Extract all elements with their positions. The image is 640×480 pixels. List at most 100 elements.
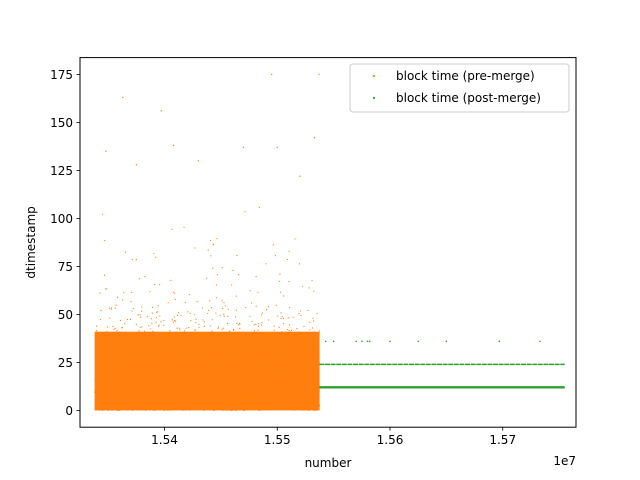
- pre-merge-point: [265, 263, 267, 265]
- pre-merge-point: [145, 401, 147, 403]
- pre-merge-point: [111, 407, 113, 409]
- pre-merge-point: [307, 409, 309, 411]
- pre-merge-point: [239, 333, 241, 336]
- pre-merge-point: [210, 359, 212, 361]
- pre-merge-point: [196, 369, 198, 371]
- pre-merge-point: [262, 380, 264, 382]
- pre-merge-point: [300, 407, 302, 409]
- pre-merge-point: [251, 399, 253, 401]
- pre-merge-point: [170, 347, 172, 349]
- pre-merge-point: [279, 350, 282, 353]
- pre-merge-point: [99, 399, 101, 401]
- pre-merge-point: [147, 351, 149, 353]
- pre-merge-point: [240, 333, 243, 335]
- pre-merge-point: [249, 399, 251, 401]
- pre-merge-point: [270, 405, 273, 407]
- pre-merge-point: [252, 407, 254, 409]
- pre-merge-point: [274, 373, 277, 376]
- pre-merge-point: [305, 383, 307, 385]
- pre-merge-point: [206, 402, 209, 404]
- pre-merge-point: [113, 354, 115, 357]
- pre-merge-point: [312, 382, 314, 384]
- pre-merge-point: [225, 394, 227, 396]
- pre-merge-point: [223, 406, 225, 408]
- pre-merge-point: [184, 301, 186, 303]
- pre-merge-point: [107, 369, 109, 371]
- pre-merge-point: [148, 402, 150, 404]
- pre-merge-point: [316, 400, 318, 402]
- pre-merge-point: [213, 407, 215, 409]
- pre-merge-point: [188, 349, 190, 351]
- pre-merge-point: [164, 388, 166, 390]
- pre-merge-point: [192, 367, 194, 369]
- pre-merge-point: [120, 374, 123, 376]
- pre-merge-point: [149, 403, 151, 405]
- pre-merge-point: [131, 409, 134, 411]
- pre-merge-point: [235, 295, 237, 297]
- pre-merge-point: [219, 315, 221, 317]
- pre-merge-point: [203, 405, 205, 407]
- pre-merge-point: [245, 397, 247, 400]
- pre-merge-point: [191, 385, 193, 387]
- pre-merge-point: [124, 380, 126, 382]
- pre-merge-point: [313, 407, 315, 409]
- pre-merge-point: [164, 379, 167, 381]
- pre-merge-point: [264, 390, 267, 392]
- pre-merge-point: [248, 343, 251, 345]
- pre-merge-point: [151, 349, 153, 351]
- post-merge-point: [361, 340, 363, 343]
- pre-merge-point: [107, 349, 109, 351]
- pre-merge-point: [98, 408, 100, 410]
- pre-merge-point: [224, 351, 226, 353]
- pre-merge-point: [196, 350, 198, 353]
- pre-merge-point: [123, 353, 126, 355]
- pre-merge-point: [100, 345, 102, 347]
- pre-merge-outlier-point: [318, 73, 320, 76]
- pre-merge-point: [102, 383, 104, 386]
- data-points-layer: [94, 73, 565, 411]
- pre-merge-point: [98, 389, 100, 391]
- pre-merge-point: [132, 348, 135, 350]
- pre-merge-point: [195, 322, 197, 324]
- pre-merge-point: [95, 387, 97, 389]
- pre-merge-point: [256, 391, 258, 394]
- pre-merge-point: [262, 397, 264, 399]
- pre-merge-point: [171, 341, 173, 343]
- pre-merge-point: [126, 399, 128, 401]
- pre-merge-point: [126, 385, 128, 387]
- pre-merge-point: [251, 348, 254, 350]
- pre-merge-point: [273, 406, 275, 408]
- pre-merge-point: [281, 331, 283, 333]
- pre-merge-point: [247, 388, 249, 390]
- pre-merge-point: [176, 382, 179, 384]
- pre-merge-point: [238, 345, 240, 347]
- pre-merge-point: [237, 360, 239, 362]
- pre-merge-point: [154, 349, 156, 351]
- pre-merge-point: [140, 384, 142, 386]
- pre-merge-point: [311, 279, 313, 282]
- pre-merge-point: [315, 387, 317, 390]
- pre-merge-point: [134, 400, 136, 403]
- pre-merge-point: [155, 405, 157, 408]
- pre-merge-point: [226, 395, 228, 397]
- pre-merge-point: [265, 390, 268, 393]
- pre-merge-point: [228, 349, 230, 351]
- pre-merge-point: [253, 400, 255, 402]
- pre-merge-point: [97, 363, 99, 366]
- pre-merge-point: [298, 356, 300, 358]
- pre-merge-point: [199, 397, 201, 399]
- pre-merge-point: [134, 403, 136, 405]
- pre-merge-point: [246, 340, 249, 342]
- pre-merge-point: [258, 393, 260, 395]
- pre-merge-point: [162, 403, 165, 405]
- pre-merge-point: [282, 398, 284, 401]
- pre-merge-point: [302, 393, 304, 395]
- pre-merge-point: [191, 400, 193, 403]
- pre-merge-point: [247, 400, 250, 402]
- pre-merge-point: [181, 393, 183, 395]
- pre-merge-point: [148, 346, 150, 348]
- pre-merge-point: [273, 375, 275, 377]
- pre-merge-point: [166, 407, 168, 409]
- pre-merge-point: [129, 360, 131, 363]
- pre-merge-point: [221, 406, 223, 408]
